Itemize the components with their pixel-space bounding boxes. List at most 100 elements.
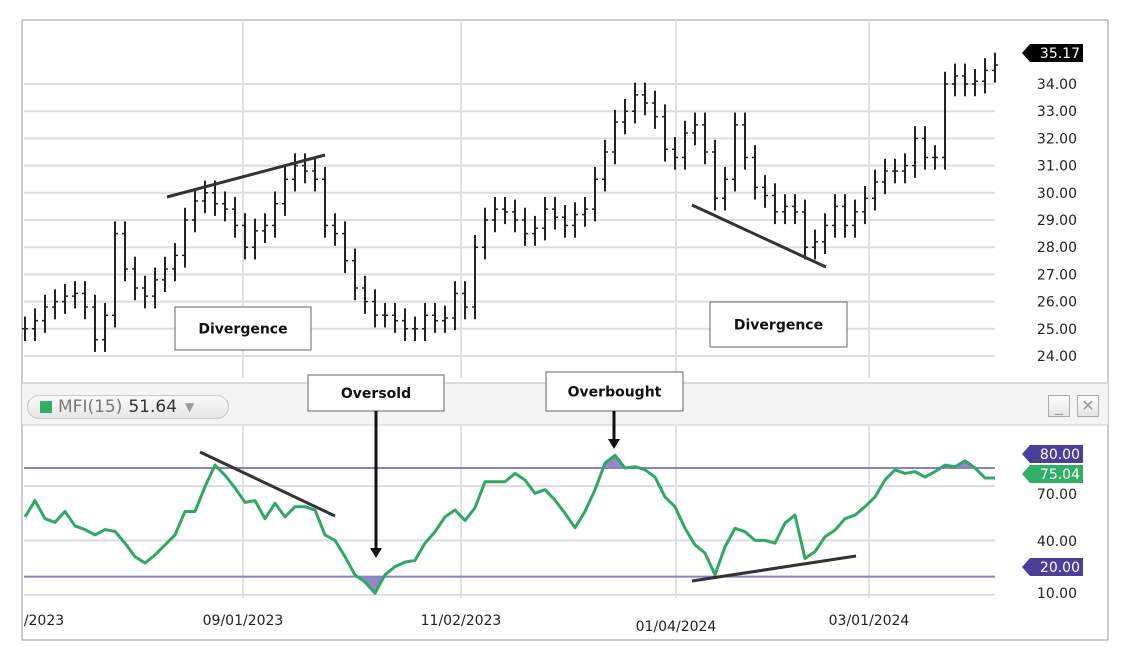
- trendline: [691, 203, 827, 269]
- price-bar: [472, 234, 478, 320]
- price-bar: [742, 112, 748, 170]
- price-bar: [402, 308, 408, 342]
- price-bar: [592, 166, 598, 222]
- price-bar: [352, 248, 358, 301]
- mfi-level-badge-bg: [1022, 445, 1083, 463]
- mfi-tick-label: 70.00: [1037, 487, 1077, 503]
- price-bar: [362, 275, 368, 314]
- price-bar: [902, 153, 908, 184]
- price-bar: [222, 191, 228, 222]
- price-bar: [192, 188, 198, 233]
- indicator-value: 51.64: [128, 397, 178, 417]
- mfi-level-badge-text: 20.00: [1040, 560, 1080, 576]
- price-bar: [142, 275, 148, 309]
- trendline: [691, 554, 857, 583]
- price-bar: [642, 82, 648, 116]
- price-tick-label: 26.00: [1037, 295, 1077, 311]
- price-bar: [722, 166, 728, 211]
- price-bar: [702, 112, 708, 165]
- indicator-name: MFI(15): [58, 397, 123, 417]
- chevron-down-icon[interactable]: ▼: [185, 400, 195, 414]
- price-bar: [532, 215, 538, 246]
- price-bar: [422, 302, 428, 342]
- price-bar: [832, 194, 838, 238]
- price-bar: [172, 243, 178, 282]
- price-bar: [822, 213, 828, 254]
- mfi-line: [23, 453, 995, 595]
- price-bar: [892, 158, 898, 184]
- price-bar: [442, 305, 448, 333]
- divergence-annotation-label: Divergence: [734, 318, 823, 334]
- x-tick-label: 03/01/2024: [829, 613, 910, 629]
- price-bar: [862, 186, 868, 225]
- mfi-tick-label: 10.00: [1037, 586, 1077, 602]
- price-bar: [272, 191, 278, 238]
- overbought-arrow-head: [608, 439, 620, 449]
- price-bar: [62, 283, 68, 314]
- price-bar: [802, 199, 808, 260]
- price-bar: [632, 82, 638, 124]
- price-bar: [542, 196, 548, 241]
- price-bar: [72, 281, 78, 309]
- price-bar: [382, 302, 388, 328]
- x-tick-label: 01/04/2024: [636, 619, 717, 635]
- mfi-last-value-badge-bg: [1022, 465, 1083, 483]
- price-bar: [992, 52, 998, 83]
- minimize-button[interactable]: _: [1048, 395, 1070, 417]
- price-bar: [492, 196, 498, 233]
- price-bar: [712, 139, 718, 211]
- close-icon: ✕: [1081, 396, 1095, 415]
- indicator-selector[interactable]: MFI(15) 51.64 ▼: [27, 395, 229, 419]
- price-bar: [242, 213, 248, 260]
- price-bar: [612, 109, 618, 165]
- price-bar: [22, 316, 28, 342]
- price-bar: [972, 69, 978, 97]
- price-bar: [762, 175, 768, 208]
- price-bar: [212, 180, 218, 216]
- price-bar: [92, 294, 98, 352]
- chart-frame: [21, 19, 1109, 641]
- price-bar: [312, 158, 318, 192]
- x-tick-label: /2023: [24, 613, 64, 629]
- price-bar: [112, 221, 118, 328]
- price-bar: [692, 112, 698, 146]
- price-bar: [392, 302, 398, 333]
- price-tick-label: 28.00: [1037, 240, 1077, 256]
- price-bar: [662, 104, 668, 162]
- price-bar: [82, 281, 88, 320]
- price-tick-label: 24.00: [1037, 349, 1077, 365]
- price-bar: [482, 207, 488, 260]
- price-tick-label: 27.00: [1037, 267, 1077, 283]
- price-bar: [502, 196, 508, 225]
- divergence-annotation-box: [709, 301, 848, 348]
- mfi-level-badge-bg: [1022, 558, 1083, 576]
- last-price-badge: 35.17: [1022, 44, 1083, 62]
- price-bar: [52, 289, 58, 320]
- price-bar: [672, 137, 678, 170]
- x-tick-label: 11/02/2023: [421, 613, 502, 629]
- price-bar: [232, 196, 238, 238]
- price-tick-label: 33.00: [1037, 104, 1077, 120]
- price-tick-label: 29.00: [1037, 213, 1077, 229]
- price-bar: [332, 213, 338, 246]
- price-bar: [452, 281, 458, 331]
- price-bar: [32, 308, 38, 342]
- price-bar: [412, 316, 418, 342]
- price-tick-label: 30.00: [1037, 186, 1077, 202]
- price-bar: [122, 221, 128, 282]
- price-bar: [522, 207, 528, 246]
- price-bar: [812, 229, 818, 260]
- x-tick-label: 09/01/2023: [203, 613, 284, 629]
- price-bar: [912, 126, 918, 178]
- price-tick-label: 31.00: [1037, 159, 1077, 175]
- price-bar: [942, 71, 948, 170]
- price-bar: [42, 294, 48, 333]
- price-bar: [292, 153, 298, 192]
- mfi-level-badge-text: 80.00: [1040, 447, 1080, 463]
- price-bar: [462, 281, 468, 320]
- price-bar: [372, 289, 378, 328]
- price-bar: [302, 153, 308, 184]
- divergence-annotation-box: [174, 306, 312, 351]
- close-button[interactable]: ✕: [1077, 395, 1099, 417]
